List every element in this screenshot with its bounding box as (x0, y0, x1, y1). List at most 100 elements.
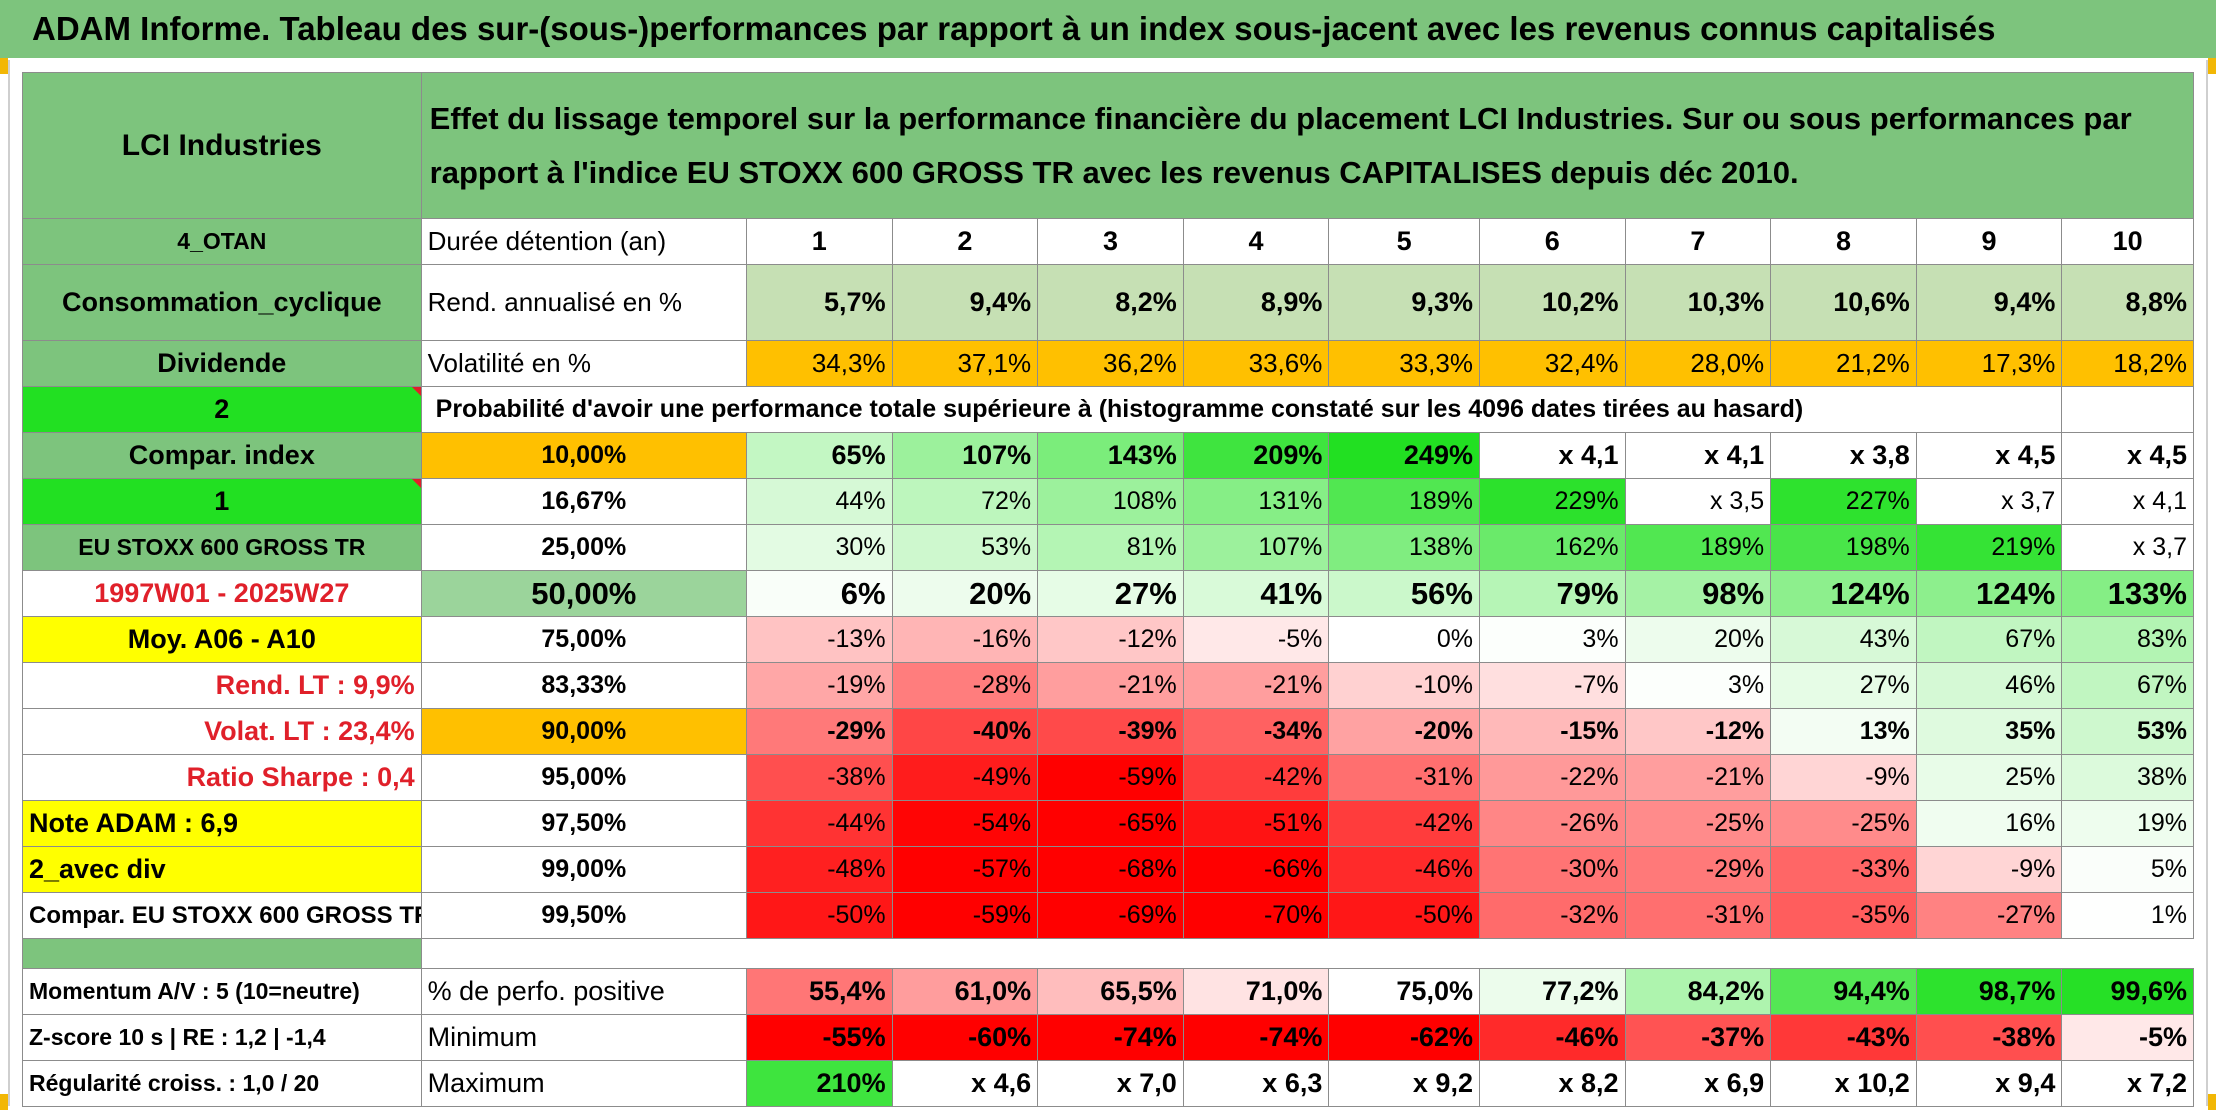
stats-value: x 9,4 (1915, 1060, 2063, 1107)
performance-cell: 98% (1624, 570, 1772, 617)
performance-cell: x 3,7 (2061, 524, 2194, 571)
stats-left-label: Z-score 10 s | RE : 1,2 | -1,4 (22, 1014, 422, 1061)
performance-cell: -21% (1037, 662, 1184, 709)
stats-value: 75,0% (1328, 968, 1480, 1015)
row-label: Compar. EU STOXX 600 GROSS TR (22, 892, 422, 939)
quantile-row: Volat. LT : 23,4% 90,00% -29% -40% -39% -34% -… (22, 708, 2194, 755)
year-header: 6 (1478, 218, 1626, 265)
quantile-value: 83,33% (420, 662, 747, 709)
performance-cell: 79% (1478, 570, 1626, 617)
volatility-value: 36,2% (1037, 340, 1184, 387)
stats-value: x 9,2 (1328, 1060, 1480, 1107)
selector-2[interactable]: 2 (22, 386, 422, 433)
performance-cell: 20% (891, 570, 1039, 617)
quantile-row: EU STOXX 600 GROSS TR 25,00% 30% 53% 81% 107%… (22, 524, 2194, 571)
performance-cell: -29% (1624, 846, 1772, 893)
stats-value: 84,2% (1624, 968, 1772, 1015)
row-label[interactable]: 1 (22, 478, 422, 525)
performance-cell: 46% (1915, 662, 2063, 709)
performance-cell: x 4,1 (1478, 432, 1626, 479)
quantile-row: Rend. LT : 9,9% 83,33% -19% -28% -21% -21% -10… (22, 662, 2194, 709)
performance-cell: -59% (1037, 754, 1184, 801)
quantile-value: 25,00% (420, 524, 747, 571)
year-header: 8 (1770, 218, 1917, 265)
volatility-value: 37,1% (891, 340, 1039, 387)
quantile-value: 75,00% (420, 616, 747, 663)
performance-cell: 16% (1915, 800, 2063, 847)
stats-value: x 6,3 (1182, 1060, 1330, 1107)
performance-cell: 189% (1328, 478, 1480, 525)
performance-cell: x 3,7 (1915, 478, 2063, 525)
return-value: 5,7% (745, 264, 893, 341)
performance-cell: -59% (891, 892, 1039, 939)
stats-value: 61,0% (891, 968, 1039, 1015)
type-label: Dividende (22, 340, 422, 387)
performance-cell: x 4,5 (2061, 432, 2194, 479)
row-label: Moy. A06 - A10 (22, 616, 422, 663)
corner-marker (2208, 58, 2216, 74)
performance-cell: 1% (2061, 892, 2194, 939)
stats-value: x 10,2 (1770, 1060, 1917, 1107)
sector-label: Consommation_cyclique (22, 264, 422, 341)
year-header: 5 (1328, 218, 1480, 265)
performance-cell: 81% (1037, 524, 1184, 571)
performance-cell: -20% (1328, 708, 1480, 755)
quantile-value: 99,50% (420, 892, 747, 939)
company-name: LCI Industries (22, 72, 422, 219)
stats-value: -74% (1037, 1014, 1184, 1061)
return-value: 10,6% (1770, 264, 1917, 341)
row-label: 2_avec div (22, 846, 422, 893)
stats-value: x 7,0 (1037, 1060, 1184, 1107)
performance-cell: 41% (1182, 570, 1330, 617)
performance-cell: -68% (1037, 846, 1184, 893)
stats-value: 55,4% (745, 968, 893, 1015)
performance-cell: -40% (891, 708, 1039, 755)
performance-cell: -21% (1182, 662, 1330, 709)
performance-cell: 198% (1770, 524, 1917, 571)
performance-cell: 53% (2061, 708, 2194, 755)
performance-cell: 143% (1037, 432, 1184, 479)
performance-cell: 30% (745, 524, 893, 571)
performance-cell: -12% (1624, 708, 1772, 755)
stats-left-label: Régularité croiss. : 1,0 / 20 (22, 1060, 422, 1107)
performance-cell: -35% (1770, 892, 1917, 939)
empty-cell (2061, 386, 2194, 433)
quantile-value: 95,00% (420, 754, 747, 801)
performance-cell: 72% (891, 478, 1039, 525)
performance-cell: 124% (1915, 570, 2063, 617)
stats-row: Momentum A/V : 5 (10=neutre)% de perfo. … (22, 968, 2194, 1015)
header-row: LCI Industries Effet du lissage temporel… (22, 72, 2195, 219)
performance-cell: 6% (745, 570, 893, 617)
performance-cell: x 4,1 (2061, 478, 2194, 525)
stats-value: x 6,9 (1624, 1060, 1772, 1107)
stats-value: -5% (2061, 1014, 2194, 1061)
performance-cell: 133% (2061, 570, 2194, 617)
stats-value: -43% (1770, 1014, 1917, 1061)
row-label: Note ADAM : 6,9 (22, 800, 422, 847)
quantile-row: Moy. A06 - A10 75,00% -13% -16% -12% -5% 0% 3% 2… (22, 616, 2194, 663)
year-header: 7 (1624, 218, 1772, 265)
quantile-value: 50,00% (420, 570, 747, 617)
performance-cell: -30% (1478, 846, 1626, 893)
stats-value: 77,2% (1478, 968, 1626, 1015)
performance-cell: -65% (1037, 800, 1184, 847)
quantile-value: 97,50% (420, 800, 747, 847)
performance-cell: x 3,8 (1770, 432, 1917, 479)
volatility-value: 33,6% (1182, 340, 1330, 387)
performance-cell: 25% (1915, 754, 2063, 801)
performance-cell: -31% (1328, 754, 1480, 801)
stats-value: -37% (1624, 1014, 1772, 1061)
performance-cell: -32% (1478, 892, 1626, 939)
performance-cell: 249% (1328, 432, 1480, 479)
performance-cell: -46% (1328, 846, 1480, 893)
performance-cell: -42% (1182, 754, 1330, 801)
performance-cell: 20% (1624, 616, 1772, 663)
return-value: 8,8% (2061, 264, 2194, 341)
stats-value: -46% (1478, 1014, 1626, 1061)
stats-value: -38% (1915, 1014, 2063, 1061)
quantile-value: 90,00% (420, 708, 747, 755)
performance-cell: -21% (1624, 754, 1772, 801)
performance-cell: x 4,5 (1915, 432, 2063, 479)
performance-cell: 162% (1478, 524, 1626, 571)
return-value: 10,2% (1478, 264, 1626, 341)
